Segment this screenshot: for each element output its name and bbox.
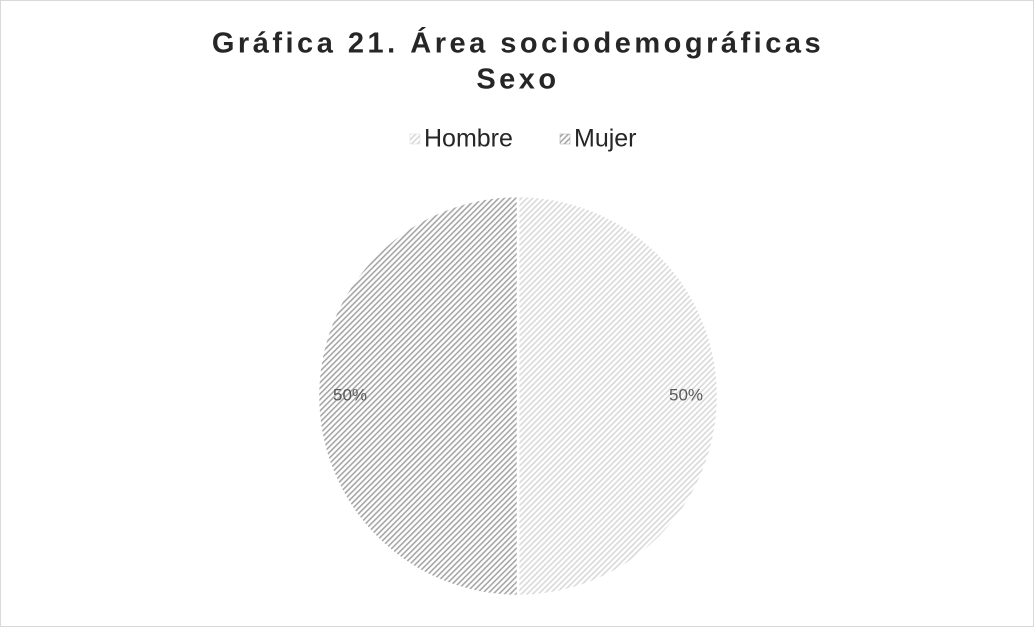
pie-slice	[316, 194, 520, 598]
legend-swatch	[559, 133, 571, 145]
chart-title: Gráfica 21. Área sociodemográficas	[212, 26, 824, 60]
legend-label: Hombre	[424, 125, 513, 153]
data-label: 50%	[333, 385, 367, 404]
legend-swatch	[409, 133, 421, 145]
data-label: 50%	[669, 385, 703, 404]
legend-label: Mujer	[574, 125, 637, 153]
chart-subtitle: Sexo	[476, 64, 559, 96]
pie-slice	[516, 194, 720, 598]
